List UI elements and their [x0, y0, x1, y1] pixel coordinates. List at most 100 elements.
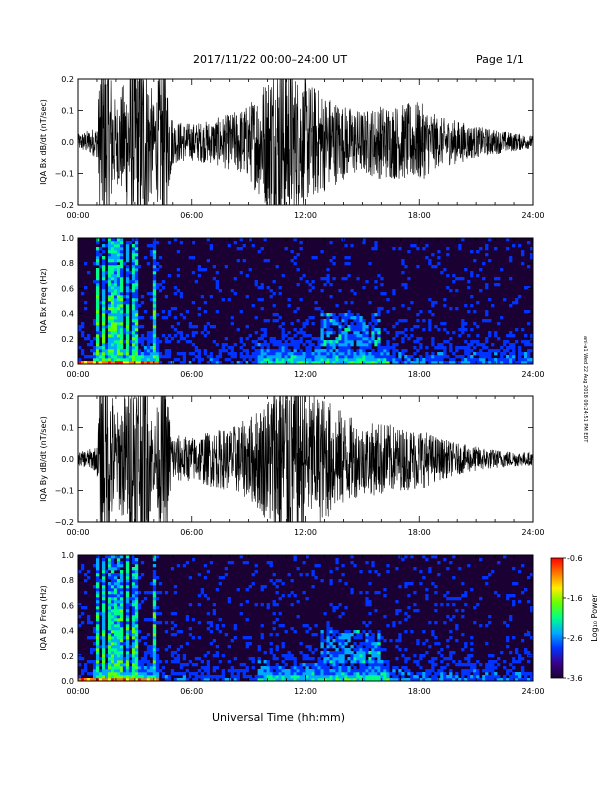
spectrogram-cell [308, 316, 312, 320]
spectrogram-cell [143, 636, 148, 640]
spectrogram-cell [374, 286, 378, 290]
spectrogram-cell [188, 672, 193, 676]
spectrogram-cell [158, 355, 163, 359]
spectrogram-cell [152, 322, 157, 326]
spectrogram-cell [302, 352, 306, 356]
spectrogram-cell [101, 271, 106, 275]
spectrogram-cell [341, 663, 345, 667]
spectrogram-cell [146, 352, 151, 356]
spectrogram-cell [218, 361, 222, 364]
spectrogram-cell [500, 346, 504, 350]
spectrogram-cell [101, 642, 106, 646]
spectrogram-cell [110, 259, 115, 263]
spectrogram-cell [152, 588, 157, 592]
spectrogram-cell [302, 591, 306, 595]
spectrogram-cell [305, 666, 309, 670]
spectrogram-cell [482, 361, 486, 364]
spectrogram-cell [365, 642, 369, 646]
spectrogram-cell [161, 316, 166, 320]
spectrogram-cell [476, 334, 480, 338]
spectrogram-cell [107, 298, 112, 302]
spectrogram-cell [401, 340, 405, 344]
spectrogram-cell [134, 642, 139, 646]
y-tick-label: 0.2 [61, 392, 74, 401]
spectrogram-cell [152, 334, 157, 338]
spectrogram-cell [335, 630, 339, 634]
spectrogram-cell [122, 358, 127, 362]
spectrogram-cell [131, 259, 136, 263]
spectrogram-cell [110, 645, 115, 649]
spectrogram-cell [326, 636, 330, 640]
spectrogram-cell [398, 648, 402, 652]
spectrogram-cell [350, 328, 354, 332]
spectrogram-cell [428, 570, 432, 574]
spectrogram-cell [263, 358, 267, 362]
spectrogram-cell [344, 331, 348, 335]
spectrogram-cell [149, 346, 154, 350]
spectrogram-cell [290, 358, 294, 362]
spectrogram-cell [107, 594, 112, 598]
spectrogram-cell [83, 573, 88, 577]
spectrogram-cell [530, 636, 533, 640]
spectrogram-cell [191, 358, 196, 362]
spectrogram-cell [296, 319, 300, 323]
spectrogram-cell [368, 639, 372, 643]
spectrogram-cell [215, 286, 219, 290]
spectrogram-cell [326, 642, 330, 646]
spectrogram-cell [491, 349, 495, 353]
spectrogram-cell [113, 253, 118, 257]
spectrogram-cell [173, 238, 178, 242]
spectrogram-cell [95, 564, 100, 568]
spectrogram-cell [155, 268, 160, 272]
spectrogram-cell [377, 648, 381, 652]
spectrogram-cell [278, 612, 282, 616]
spectrogram-cell [377, 331, 381, 335]
spectrogram-cell [290, 603, 294, 607]
spectrogram-cell [149, 672, 154, 676]
spectrogram-cell [125, 247, 130, 251]
spectrogram-cell [191, 678, 196, 681]
spectrogram-cell [338, 615, 342, 619]
spectrogram-cell [83, 666, 88, 670]
spectrogram-cell [248, 238, 252, 242]
spectrogram-cell [347, 666, 351, 670]
spectrogram-cell [95, 588, 100, 592]
spectrogram-cell [134, 579, 139, 583]
spectrogram-cell [125, 289, 130, 293]
spectrogram-cell [311, 316, 315, 320]
spectrogram-cell [497, 678, 501, 681]
spectrogram-cell [335, 678, 339, 681]
spectrogram-cell [101, 331, 106, 335]
spectrogram-cell [155, 678, 160, 681]
spectrogram-cell [368, 621, 372, 625]
spectrogram-cell [116, 606, 121, 610]
spectrogram-cell [368, 343, 372, 347]
spectrogram-cell [125, 555, 130, 559]
spectrogram-cell [164, 660, 169, 664]
spectrogram-cell [323, 660, 327, 664]
spectrogram-cell [119, 334, 124, 338]
spectrogram-cell [152, 651, 157, 655]
spectrogram-cell [245, 352, 249, 356]
spectrogram-cell [320, 355, 324, 359]
spectrogram-cell [305, 319, 309, 323]
spectrogram-cell [383, 594, 387, 598]
spectrogram-cell [128, 352, 133, 356]
spectrogram-cell [131, 669, 136, 673]
spectrogram-cell [335, 669, 339, 673]
spectrogram-cell [452, 331, 456, 335]
spectrogram-cell [518, 244, 522, 248]
spectrogram-cell [134, 361, 139, 364]
spectrogram-cell [341, 651, 345, 655]
spectrogram-cell [131, 675, 136, 679]
spectrogram-cell [131, 645, 136, 649]
spectrogram-cell [104, 325, 109, 329]
spectrogram-cell [110, 636, 115, 640]
spectrogram-cell [341, 639, 345, 643]
spectrogram-cell [371, 663, 375, 667]
spectrogram-cell [140, 561, 145, 565]
spectrogram-cell [524, 334, 528, 338]
spectrogram-cell [449, 346, 453, 350]
spectrogram-cell [107, 666, 112, 670]
spectrogram-cell [317, 307, 321, 311]
